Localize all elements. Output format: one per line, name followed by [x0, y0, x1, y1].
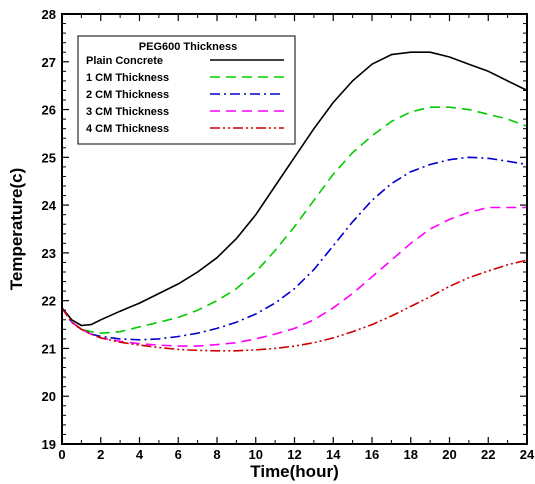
legend-entries: Plain Concrete 1 CM Thickness 2 CM Thickne…	[86, 55, 284, 135]
y-tick-label: 21	[42, 341, 56, 356]
x-tick-label: 14	[326, 447, 341, 462]
series-line-1	[61, 51, 528, 327]
y-tick-label: 23	[42, 246, 56, 261]
series-line-2	[61, 106, 528, 334]
x-tick-label: 8	[213, 447, 220, 462]
legend-label-5: 4 CM Thickness	[86, 123, 169, 135]
x-tick-label: 0	[58, 447, 65, 462]
x-axis-title: Time(hour)	[250, 462, 338, 481]
x-tick-label: 18	[404, 447, 418, 462]
y-tick-label: 26	[42, 103, 56, 118]
y-tick-label: 24	[42, 198, 57, 213]
legend-box	[77, 35, 296, 145]
x-tick-label: 10	[249, 447, 263, 462]
y-axis-title: Temperature(c)	[7, 168, 26, 291]
tick-labels-layer: 0 2 4 6 8 10 12 14 16 18 20 22 241920212223242526272…	[42, 7, 535, 462]
ticks-layer	[61, 13, 528, 445]
legend-label-1: Plain Concrete	[86, 55, 163, 67]
series-line-4	[61, 206, 527, 347]
y-tick-label: 28	[42, 7, 56, 22]
x-tick-label: 12	[287, 447, 301, 462]
legend-label-2: 1 CM Thickness	[86, 72, 169, 84]
x-tick-label: 16	[365, 447, 379, 462]
x-tick-label: 24	[520, 447, 535, 462]
x-tick-label: 2	[97, 447, 104, 462]
y-tick-label: 20	[42, 389, 56, 404]
legend: PEG600 Thickness Plain Concrete 1 CM Thic…	[77, 35, 296, 145]
series-layer	[61, 51, 528, 352]
x-tick-label: 20	[442, 447, 456, 462]
y-tick-label: 19	[42, 437, 56, 452]
series-line-3	[61, 156, 528, 341]
x-tick-label: 4	[136, 447, 144, 462]
y-tick-label: 25	[42, 150, 56, 165]
x-tick-label: 22	[481, 447, 495, 462]
legend-label-4: 3 CM Thickness	[86, 106, 169, 118]
plot-area: 0 2 4 6 8 10 12 14 16 18 20 22 241920212223242526272…	[42, 7, 535, 462]
legend-title: PEG600 Thickness	[139, 41, 237, 53]
legend-label-3: 2 CM Thickness	[86, 89, 169, 101]
y-tick-label: 27	[42, 55, 56, 70]
series-line-5	[61, 259, 528, 352]
y-tick-label: 22	[42, 294, 56, 309]
x-tick-label: 6	[175, 447, 182, 462]
